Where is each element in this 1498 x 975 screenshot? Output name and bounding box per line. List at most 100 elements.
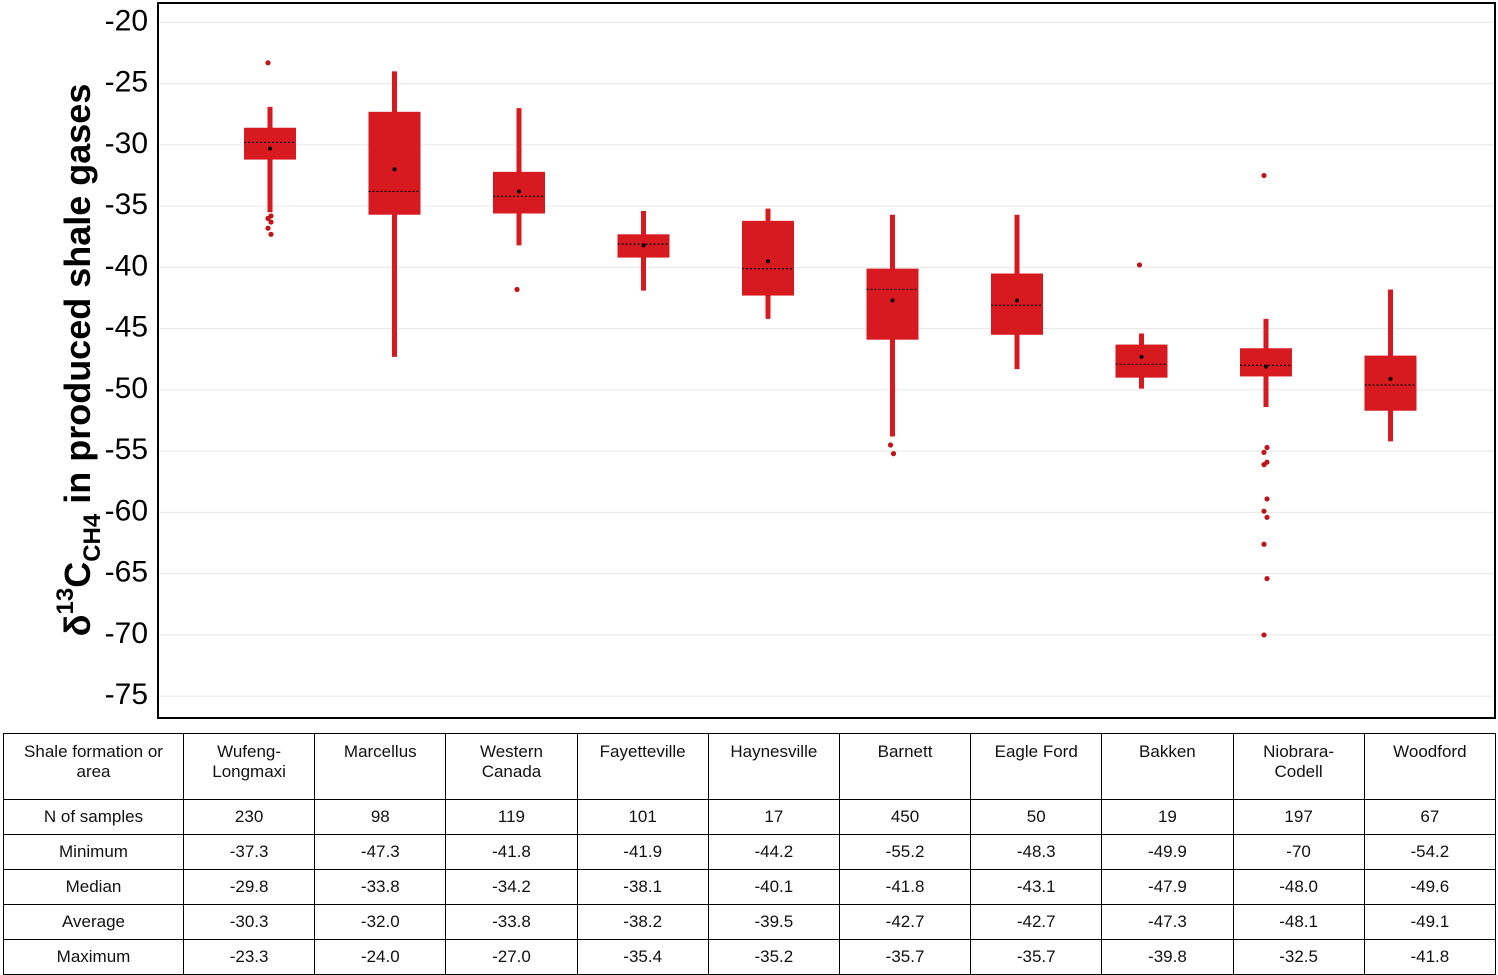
table-cell: 67 (1363, 799, 1497, 835)
table-cell: -33.8 (314, 869, 447, 905)
y-label-part: δ (57, 615, 98, 637)
column-header: Woodford (1363, 733, 1497, 800)
table-cell: -35.4 (576, 939, 709, 975)
box (244, 127, 296, 160)
row-label: N of samples (3, 799, 184, 835)
table-cell: -48.0 (1232, 869, 1365, 905)
table-cell: -39.5 (707, 904, 840, 940)
table-cell: -42.7 (838, 904, 972, 940)
table-cell: -34.2 (445, 869, 578, 905)
table-row: Maximum -23.3 -24.0 -27.0 -35.4 -35.2 -35.7 -35… (3, 939, 1497, 975)
table-row: Shale formation or area Wufeng- Longmaxi M… (3, 733, 1497, 800)
table-cell: -32.5 (1232, 939, 1365, 975)
outlier (1261, 541, 1267, 547)
table-cell: -35.2 (707, 939, 840, 975)
table-cell: -30.3 (182, 904, 316, 940)
y-tick-label: -75 (105, 678, 148, 711)
plot-frame (157, 2, 1496, 719)
table-cell: 230 (182, 799, 316, 835)
table-row: Average -30.3 -32.0 -33.8 -38.2 -39.5 -42.7 -42… (3, 904, 1497, 940)
y-label-part: in produced shale gases (57, 84, 98, 514)
outlier (1264, 514, 1270, 520)
table-cell: -39.8 (1101, 939, 1234, 975)
table-body: Shale formation or area Wufeng- Longmaxi M… (3, 733, 1497, 975)
table-cell: -47.9 (1101, 869, 1234, 905)
outlier (514, 286, 520, 293)
column-header: Wufeng- Longmaxi (182, 733, 316, 800)
y-tick-label: -35 (105, 188, 148, 221)
box (368, 111, 421, 215)
y-tick-label: -20 (105, 4, 148, 37)
table-cell: -29.8 (182, 869, 316, 905)
column-header: Western Canada (445, 733, 578, 800)
mean-marker (517, 189, 521, 194)
table-cell: -70 (1232, 834, 1365, 870)
mean-marker (268, 146, 272, 151)
table-corner: Shale formation or area (3, 733, 184, 800)
outlier (268, 231, 274, 237)
table-row: Minimum -37.3 -47.3 -41.8 -41.9 -44.2 -55.2 -48… (3, 834, 1497, 870)
column-header: Haynesville (707, 733, 840, 800)
y-tick-label: -70 (105, 617, 148, 650)
table-cell: 98 (314, 799, 447, 835)
box (866, 268, 919, 340)
y-axis-label: δ13CCH4 in produced shale gases (52, 84, 106, 637)
y-tick-label: -25 (105, 66, 148, 99)
outlier (265, 225, 271, 231)
mean-marker (766, 259, 770, 264)
outlier (1261, 632, 1267, 638)
box (742, 220, 794, 296)
table-cell: -47.3 (1101, 904, 1234, 940)
column-header: Eagle Ford (970, 733, 1103, 800)
y-tick-label: -65 (105, 556, 148, 589)
table-cell: -41.8 (838, 869, 972, 905)
column-header: Niobrara- Codell (1232, 733, 1365, 800)
table-cell: -38.2 (576, 904, 709, 940)
table-cell: -35.7 (970, 939, 1103, 975)
stats-table: Shale formation or area Wufeng- Longmaxi M… (3, 733, 1497, 975)
box (1115, 344, 1168, 378)
table-cell: -44.2 (707, 834, 840, 870)
box (1240, 348, 1292, 377)
table-cell: -33.8 (445, 904, 578, 940)
box (1364, 355, 1417, 411)
table-cell: -55.2 (838, 834, 972, 870)
table-cell: -48.3 (970, 834, 1103, 870)
table-cell: 101 (576, 799, 709, 835)
outlier (890, 451, 897, 457)
table-cell: -42.7 (970, 904, 1103, 940)
table-cell: -38.1 (576, 869, 709, 905)
y-tick-label: -30 (105, 127, 148, 160)
outlier (1136, 262, 1143, 268)
table-cell: -54.2 (1363, 834, 1497, 870)
mean-marker (1015, 298, 1019, 303)
table-cell: -41.9 (576, 834, 709, 870)
y-tick-label: -40 (105, 249, 148, 282)
table-cell: 19 (1101, 799, 1234, 835)
row-label: Average (3, 904, 184, 940)
table-cell: -23.3 (182, 939, 316, 975)
table-row: N of samples 230 98 119 101 17 450 50 19 197 67 (3, 799, 1497, 835)
outlier (265, 215, 271, 221)
outlier (1264, 575, 1270, 582)
y-label-part: 13 (52, 588, 79, 615)
outlier (1264, 444, 1270, 451)
table-row: Median -29.8 -33.8 -34.2 -38.1 -40.1 -41.8 -43.… (3, 869, 1497, 905)
chart: δ13CCH4 in produced shale gases -20 -25 -3… (52, 2, 1496, 719)
column-header: Marcellus (314, 733, 447, 800)
row-label: Minimum (3, 834, 184, 870)
outlier (1261, 449, 1267, 455)
table-cell: -24.0 (314, 939, 447, 975)
row-label: Maximum (3, 939, 184, 975)
table-cell: -41.8 (445, 834, 578, 870)
mean-marker (392, 167, 397, 172)
y-tick-label: -50 (105, 372, 148, 405)
y-label-part: CH4 (79, 513, 106, 562)
table-cell: -27.0 (445, 939, 578, 975)
outlier (1261, 462, 1267, 468)
mean-marker (641, 243, 646, 248)
table-cell: -37.3 (182, 834, 316, 870)
outlier (268, 219, 274, 225)
y-tick-label: -60 (105, 494, 148, 527)
table-cell: -49.6 (1363, 869, 1497, 905)
